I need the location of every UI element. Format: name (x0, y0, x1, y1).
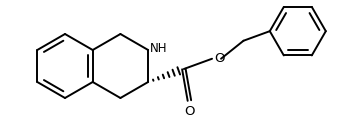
Text: NH: NH (150, 43, 168, 55)
Text: O: O (214, 52, 224, 65)
Text: O: O (184, 105, 195, 117)
